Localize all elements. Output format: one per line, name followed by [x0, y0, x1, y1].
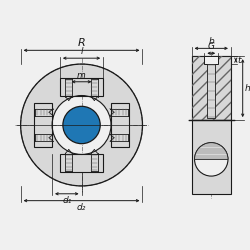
- Text: G: G: [208, 42, 215, 51]
- Bar: [34, 104, 52, 146]
- Text: b: b: [208, 38, 214, 46]
- Bar: [192, 56, 231, 120]
- Text: t: t: [238, 56, 241, 65]
- Circle shape: [194, 143, 228, 176]
- Text: h: h: [245, 84, 250, 93]
- Bar: [60, 154, 103, 172]
- Bar: [192, 120, 231, 194]
- Text: R: R: [78, 38, 86, 48]
- Bar: [207, 64, 215, 118]
- Text: d₁: d₁: [62, 196, 72, 205]
- Bar: [60, 78, 103, 96]
- Wedge shape: [194, 143, 228, 160]
- Text: l: l: [80, 47, 83, 56]
- Circle shape: [63, 106, 100, 144]
- Text: d₂: d₂: [77, 202, 86, 211]
- Text: m: m: [77, 71, 86, 80]
- Bar: [111, 104, 129, 146]
- Bar: [192, 56, 231, 120]
- Bar: [204, 56, 218, 64]
- Polygon shape: [21, 64, 142, 186]
